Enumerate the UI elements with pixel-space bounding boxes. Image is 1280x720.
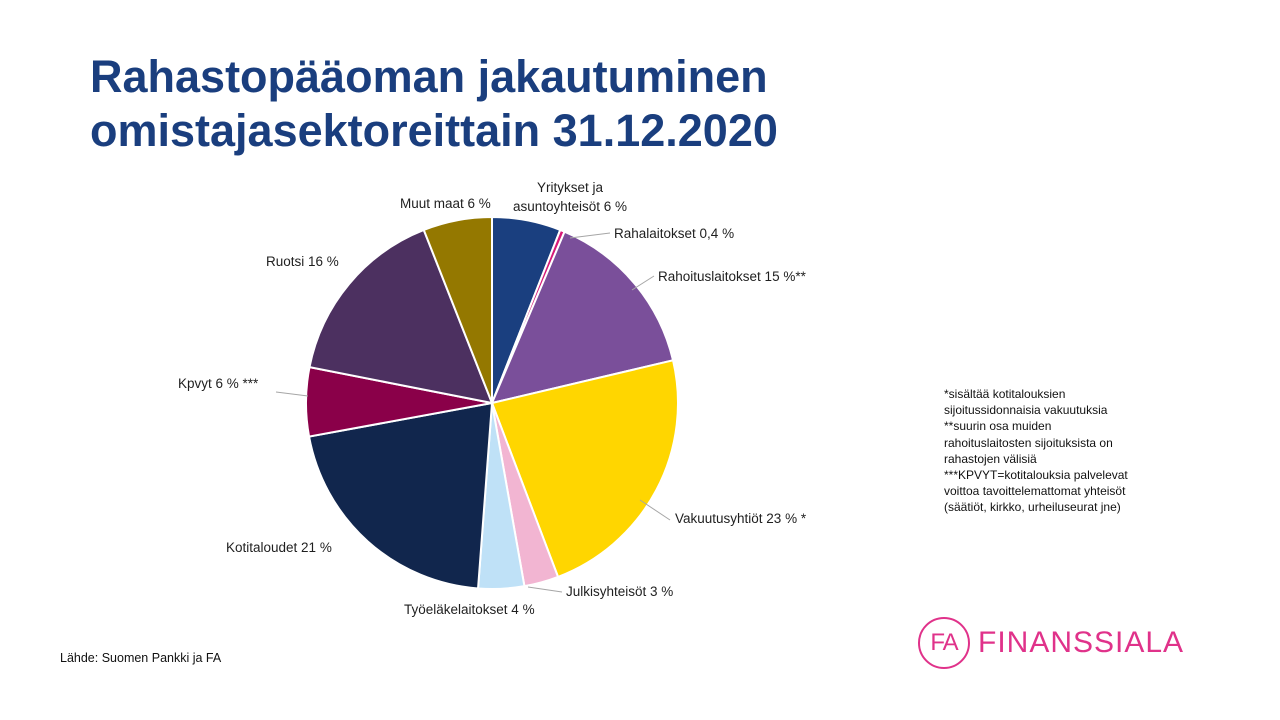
title-line-2: omistajasektoreittain 31.12.2020 <box>90 105 778 156</box>
slice-label: Rahoituslaitokset 15 %** <box>658 269 807 284</box>
slice-label: Rahalaitokset 0,4 % <box>614 226 734 241</box>
slice-label: Ruotsi 16 % <box>266 254 339 269</box>
title-line-1: Rahastopääoman jakautuminen <box>90 51 768 102</box>
slice-label: Yritykset ja asuntoyhteisöt 6 % <box>513 180 627 214</box>
leader-line <box>275 391 309 397</box>
leader-line <box>639 499 671 521</box>
leader-line <box>631 275 655 291</box>
pie-slice <box>422 215 493 404</box>
pie-slice <box>308 228 494 405</box>
slice-label: Julkisyhteisöt 3 % <box>566 584 673 599</box>
finanssiala-logo: FA FINANSSIALA <box>918 615 1184 671</box>
leader-line <box>527 586 563 593</box>
slice-label: Kpvyt 6 % *** <box>178 376 259 391</box>
logo-mark: FA <box>918 617 970 669</box>
logo-text: FINANSSIALA <box>978 626 1185 659</box>
slice-label: Kotitaloudet 21 % <box>226 540 332 555</box>
leader-lines <box>275 232 671 593</box>
pie-slice <box>490 230 675 405</box>
slice-labels: Yritykset ja asuntoyhteisöt 6 % Rahalaitok… <box>178 180 807 617</box>
slice-label: Työeläkelaitokset 4 % <box>404 602 535 617</box>
pie-slices <box>305 215 679 590</box>
footnote-1: *sisältää kotitalouksien sijoitussidonna… <box>944 387 1108 418</box>
footnote-3: ***KPVYT=kotitalouksia palvelevat voitto… <box>944 468 1128 515</box>
footnote-2: **suurin osa muiden rahoituslaitosten si… <box>944 419 1113 466</box>
leader-line <box>569 232 611 239</box>
source-note: Lähde: Suomen Pankki ja FA <box>60 651 222 665</box>
page-title: Rahastopääoman jakautuminen omistajasekt… <box>90 50 778 158</box>
slice-label: Vakuutusyhtiöt 23 % * <box>675 511 807 526</box>
slice-label: Muut maat 6 % <box>400 196 491 211</box>
footnotes: *sisältää kotitalouksien sijoitussidonna… <box>944 386 1144 516</box>
pie-slice <box>307 401 494 590</box>
